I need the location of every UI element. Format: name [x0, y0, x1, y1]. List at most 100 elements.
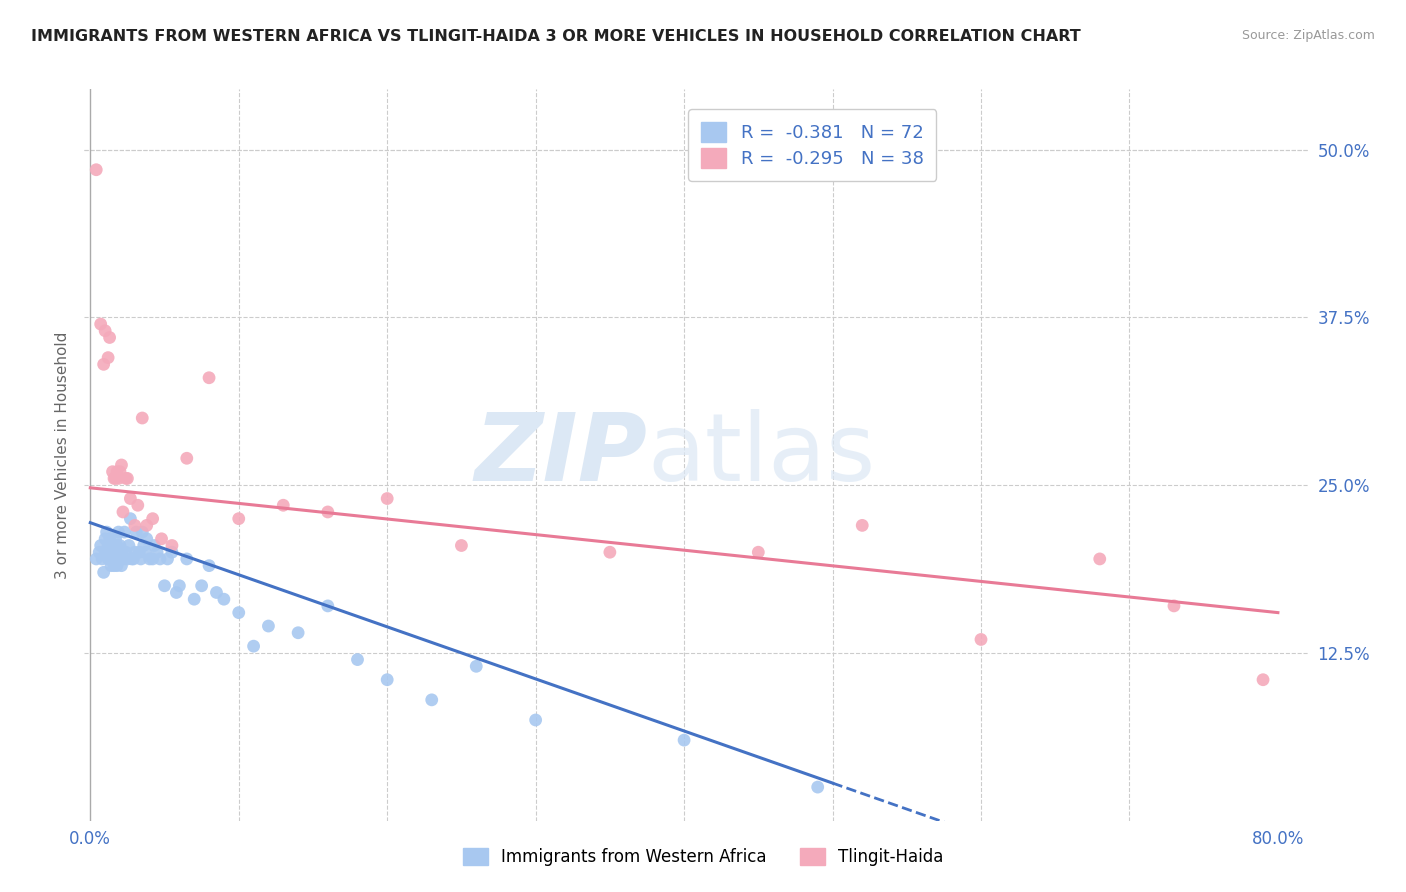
- Point: [375, 673, 398, 687]
- Legend: Immigrants from Western Africa, Tlingit-Haida: Immigrants from Western Africa, Tlingit-…: [456, 841, 950, 873]
- Point: [96, 525, 118, 540]
- Point: [110, 545, 132, 559]
- Point: [169, 579, 191, 593]
- Point: [160, 545, 183, 559]
- Point: [101, 465, 124, 479]
- Point: [524, 713, 547, 727]
- Y-axis label: 3 or more Vehicles in Household: 3 or more Vehicles in Household: [55, 331, 70, 579]
- Point: [124, 545, 146, 559]
- Point: [198, 370, 221, 384]
- Point: [111, 505, 134, 519]
- Point: [103, 545, 125, 559]
- Point: [851, 518, 873, 533]
- Point: [107, 525, 129, 540]
- Point: [115, 471, 138, 485]
- Point: [101, 552, 124, 566]
- Point: [134, 545, 156, 559]
- Point: [100, 558, 122, 573]
- Point: [183, 592, 205, 607]
- Point: [176, 451, 198, 466]
- Point: [100, 545, 122, 559]
- Point: [89, 545, 111, 559]
- Point: [198, 558, 221, 573]
- Point: [807, 780, 830, 794]
- Point: [98, 552, 121, 566]
- Point: [142, 552, 165, 566]
- Point: [94, 532, 117, 546]
- Point: [104, 552, 127, 566]
- Point: [117, 471, 139, 485]
- Point: [375, 491, 398, 506]
- Point: [156, 552, 179, 566]
- Point: [94, 545, 117, 559]
- Point: [111, 552, 134, 566]
- Point: [108, 539, 131, 553]
- Point: [90, 539, 112, 553]
- Point: [228, 511, 250, 525]
- Point: [420, 693, 443, 707]
- Point: [599, 545, 621, 559]
- Point: [242, 639, 264, 653]
- Point: [105, 465, 128, 479]
- Point: [124, 518, 146, 533]
- Point: [128, 545, 150, 559]
- Point: [287, 625, 309, 640]
- Point: [110, 458, 132, 472]
- Point: [101, 539, 124, 553]
- Point: [450, 539, 472, 553]
- Point: [153, 579, 176, 593]
- Point: [970, 632, 993, 647]
- Point: [127, 498, 149, 512]
- Point: [108, 465, 131, 479]
- Point: [316, 505, 339, 519]
- Text: IMMIGRANTS FROM WESTERN AFRICA VS TLINGIT-HAIDA 3 OR MORE VEHICLES IN HOUSEHOLD : IMMIGRANTS FROM WESTERN AFRICA VS TLINGI…: [31, 29, 1081, 44]
- Point: [105, 558, 128, 573]
- Point: [146, 545, 169, 559]
- Point: [93, 357, 115, 371]
- Point: [104, 471, 127, 485]
- Text: Source: ZipAtlas.com: Source: ZipAtlas.com: [1241, 29, 1375, 42]
- Point: [165, 585, 187, 599]
- Point: [108, 552, 131, 566]
- Point: [104, 532, 127, 546]
- Point: [135, 532, 157, 546]
- Text: atlas: atlas: [647, 409, 876, 501]
- Point: [97, 552, 120, 566]
- Point: [129, 552, 152, 566]
- Point: [120, 511, 142, 525]
- Point: [143, 539, 166, 553]
- Point: [346, 652, 368, 666]
- Point: [84, 552, 107, 566]
- Point: [114, 525, 136, 540]
- Point: [228, 606, 250, 620]
- Point: [105, 539, 128, 553]
- Point: [673, 733, 696, 747]
- Point: [149, 552, 172, 566]
- Point: [107, 471, 129, 485]
- Point: [91, 552, 114, 566]
- Legend: R =  -0.381   N = 72, R =  -0.295   N = 38: R = -0.381 N = 72, R = -0.295 N = 38: [689, 109, 936, 180]
- Point: [205, 585, 228, 599]
- Point: [115, 545, 138, 559]
- Point: [103, 471, 125, 485]
- Point: [98, 330, 121, 344]
- Point: [160, 539, 183, 553]
- Point: [257, 619, 280, 633]
- Point: [98, 532, 121, 546]
- Point: [103, 558, 125, 573]
- Point: [1251, 673, 1274, 687]
- Point: [107, 552, 129, 566]
- Point: [131, 411, 153, 425]
- Point: [747, 545, 769, 559]
- Point: [135, 518, 157, 533]
- Point: [316, 599, 339, 613]
- Point: [132, 539, 155, 553]
- Point: [190, 579, 212, 593]
- Point: [120, 491, 142, 506]
- Point: [97, 351, 120, 365]
- Point: [122, 552, 145, 566]
- Point: [121, 552, 143, 566]
- Point: [90, 317, 112, 331]
- Text: ZIP: ZIP: [474, 409, 647, 501]
- Point: [94, 324, 117, 338]
